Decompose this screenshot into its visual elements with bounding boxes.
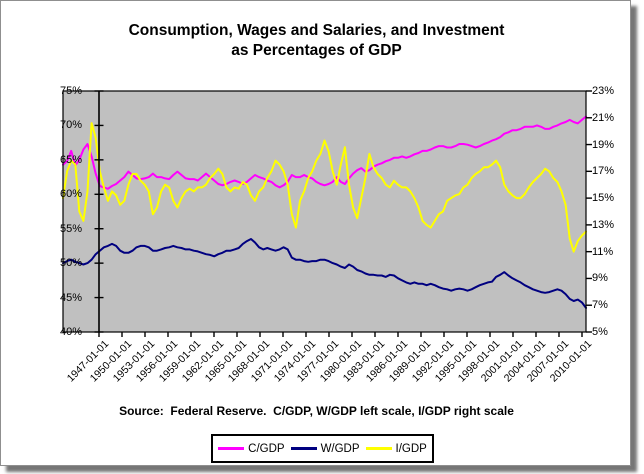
chart-title-line1: Consumption, Wages and Salaries, and Inv… (128, 22, 505, 39)
plot-background (63, 91, 586, 332)
legend-item-w-gdp: W/GDP (290, 442, 360, 455)
y-axis-left-label: 55% (59, 222, 82, 235)
y-axis-right-label: 7% (592, 299, 608, 312)
y-axis-left-label: 45% (59, 291, 82, 304)
plot-border (62, 90, 587, 333)
y-axis-right-label: 21% (592, 111, 615, 124)
y-axis-right-label: 11% (592, 245, 614, 258)
y-axis-right-label: 13% (592, 218, 615, 231)
legend-label-c-gdp: C/GDP (248, 442, 285, 455)
y-axis-left-label: 50% (59, 257, 82, 270)
y-axis-left-label: 65% (59, 153, 82, 166)
chart-title: Consumption, Wages and Salaries, and Inv… (1, 21, 632, 61)
i-gdp-line-swatch (365, 447, 392, 450)
y-axis-left-label: 75% (59, 85, 82, 97)
y-axis-right-label: 17% (592, 165, 615, 178)
series-line-w-gdp (62, 238, 587, 309)
legend-label-w-gdp: W/GDP (320, 442, 360, 455)
legend-box: C/GDP W/GDP I/GDP (211, 434, 434, 463)
w-gdp-line-swatch (290, 447, 317, 450)
series-line-c-gdp (62, 115, 587, 190)
legend-item-i-gdp: I/GDP (365, 442, 427, 455)
y-axis-left-label: 70% (59, 119, 82, 132)
y-axis-left-label: 60% (59, 188, 82, 201)
y-axis-left-label: 40% (59, 326, 82, 338)
legend-item-c-gdp: C/GDP (218, 442, 285, 455)
y-axis-right-label: 23% (592, 85, 615, 97)
y-axis-right-label: 5% (592, 326, 608, 338)
source-note: Source: Federal Reserve. C/GDP, W/GDP le… (119, 404, 514, 418)
series-line-i-gdp (62, 122, 587, 253)
y-axis-right-label: 15% (592, 192, 615, 205)
chart-title-line2: as Percentages of GDP (231, 42, 402, 59)
legend-label-i-gdp: I/GDP (395, 442, 427, 455)
chart-frame: Consumption, Wages and Salaries, and Inv… (0, 0, 631, 466)
y-axis-right-label: 19% (592, 138, 615, 151)
y-axis-right-label: 9% (592, 272, 608, 285)
c-gdp-line-swatch (218, 447, 245, 450)
